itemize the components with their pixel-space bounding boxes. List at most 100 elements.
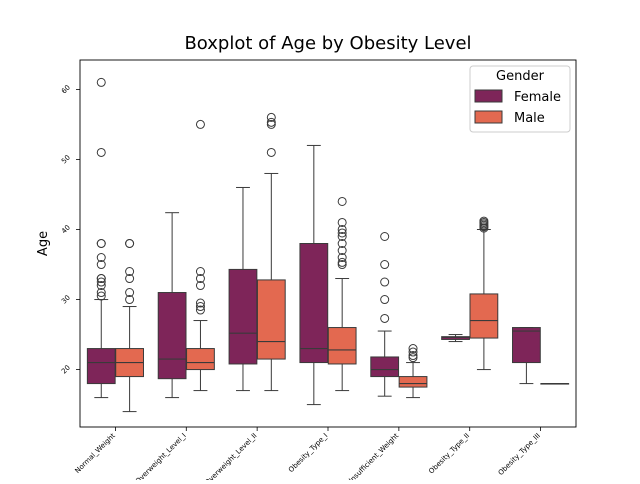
outlier-point — [266, 117, 276, 127]
box-female-2 — [228, 186, 258, 392]
box-body — [186, 348, 215, 371]
outlier-point — [195, 274, 205, 284]
plot-frame — [79, 59, 577, 428]
outlier-point — [337, 217, 347, 227]
box-body — [256, 279, 286, 360]
outlier-point — [96, 77, 106, 87]
box-male-2 — [256, 112, 286, 392]
box-body — [157, 292, 187, 380]
box-female-0 — [86, 77, 116, 399]
outlier-point — [337, 246, 347, 256]
outlier-point — [96, 288, 106, 298]
outlier-point — [195, 267, 205, 277]
outlier-point — [266, 112, 276, 122]
outlier-point — [96, 260, 106, 270]
y-axis-label: Age — [36, 231, 51, 256]
outlier-point — [96, 239, 106, 248]
box-body — [299, 243, 329, 364]
x-tick-label: Normal_Weight — [74, 432, 117, 475]
outlier-point — [337, 196, 347, 206]
box-male-3 — [327, 196, 357, 392]
x-ticks: Normal_Weight Overweight_Level_I Overweigh… — [74, 427, 542, 480]
outlier-point — [96, 274, 106, 284]
box-body — [398, 376, 428, 388]
legend-label: Male — [514, 111, 545, 126]
outlier-point — [125, 239, 135, 248]
legend-item-male: Male — [474, 110, 545, 126]
outlier-point — [337, 257, 347, 267]
box-male-1 — [186, 119, 215, 392]
outlier-point — [337, 228, 347, 238]
legend-item-female: Female — [474, 89, 561, 105]
x-tick-label: Obesity_Type_II — [427, 432, 471, 476]
outlier-point — [337, 253, 347, 263]
outlier-point — [125, 267, 135, 277]
legend-title: Gender — [496, 69, 545, 84]
box-male-4 — [398, 344, 428, 399]
box-female-6 — [512, 327, 541, 385]
box-male-0 — [115, 239, 144, 413]
outlier-point — [266, 119, 276, 129]
boxplot-marks — [86, 77, 570, 413]
outlier-point — [96, 277, 106, 287]
outlier-point — [380, 231, 390, 241]
outlier-point — [96, 147, 106, 157]
box-body — [86, 348, 116, 385]
outlier-point — [380, 313, 390, 323]
outlier-point — [96, 253, 106, 263]
box-body — [370, 356, 400, 378]
outlier-point — [195, 119, 205, 129]
x-tick-label: Insufficient_Weight — [348, 432, 401, 480]
outlier-point — [380, 295, 390, 305]
box-female-3 — [299, 144, 329, 406]
legend-swatch — [474, 110, 503, 124]
x-tick-label: Overweight_Level_I — [134, 432, 188, 480]
box-body — [327, 327, 357, 365]
y-tick-label: 40 — [60, 224, 72, 236]
y-tick-label: 50 — [60, 153, 72, 165]
box-female-4 — [370, 231, 400, 397]
outlier-point — [380, 260, 390, 270]
outlier-point — [337, 224, 347, 234]
outlier-point — [337, 231, 347, 241]
outlier-point — [96, 281, 106, 291]
outlier-point — [380, 277, 390, 287]
x-tick-label: Overweight_Level_II — [203, 432, 258, 480]
box-female-5 — [441, 334, 470, 343]
x-tick-label: Obesity_Type_I — [287, 432, 329, 474]
outlier-point — [266, 147, 276, 157]
outlier-point — [125, 288, 135, 298]
outlier-point — [408, 344, 418, 354]
outlier-point — [337, 239, 347, 248]
y-ticks: 20 30 40 50 60 — [60, 83, 80, 376]
outlier-point — [408, 351, 418, 361]
legend: Gender Female Male — [469, 65, 571, 133]
outlier-point — [408, 353, 418, 363]
outlier-point — [96, 291, 106, 301]
outlier-point — [195, 281, 205, 291]
chart-title: Boxplot of Age by Obesity Level — [184, 33, 471, 54]
legend-label: Female — [514, 90, 561, 105]
outlier-point — [125, 274, 135, 284]
outlier-point — [125, 295, 135, 305]
outlier-point — [479, 223, 489, 233]
box-female-1 — [157, 212, 187, 399]
outlier-point — [408, 347, 418, 357]
y-tick-label: 30 — [60, 294, 72, 306]
outlier-point — [195, 302, 205, 312]
box-body — [228, 268, 258, 365]
outlier-point — [195, 305, 205, 315]
outlier-point — [195, 298, 205, 308]
legend-swatch — [474, 89, 503, 103]
x-tick-label: Obesity_Type_III — [497, 432, 542, 477]
box-body — [441, 336, 470, 340]
box-male-5 — [469, 216, 499, 371]
box-male-6 — [540, 383, 570, 385]
box-body — [512, 327, 541, 364]
outlier-point — [337, 260, 347, 270]
y-tick-label: 20 — [60, 364, 72, 376]
box-body — [469, 293, 499, 339]
y-tick-label: 60 — [60, 83, 72, 95]
